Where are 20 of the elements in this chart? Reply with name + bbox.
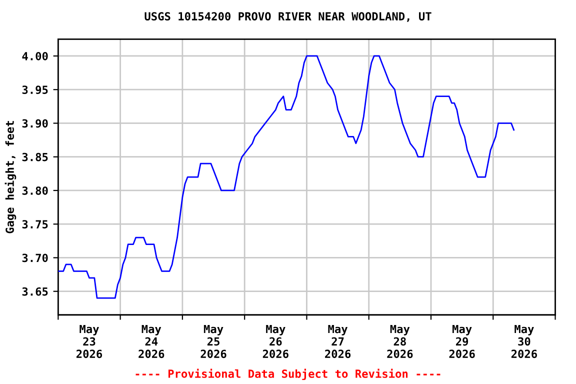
chart-title: USGS 10154200 PROVO RIVER NEAR WOODLAND, UT [144,12,432,22]
x-tick-label: May 29 2026 [449,324,475,358]
y-tick-label: 3.90 [22,119,48,128]
x-tick-label: May 26 2026 [262,324,288,358]
x-tick-label: May 27 2026 [325,324,351,358]
y-tick-label: 3.95 [22,86,48,94]
text: ---- Provisional Data Subject to Revision ---- [136,368,440,380]
y-tick-label: 3.75 [22,220,48,228]
x-tick-label: May 24 2026 [138,324,164,358]
y-tick-label: 3.70 [22,254,48,262]
y-tick-label: 4.00 [22,52,48,60]
x-tick-label: May 23 2026 [76,324,102,358]
x-tick-label: May 30 2026 [511,324,537,358]
y-axis-title: Gage height, feet [4,121,16,234]
y-tick-label: 3.80 [22,186,48,195]
x-tick-label: May 25 2026 [200,324,226,358]
line-series [58,55,515,299]
y-tick-label: 3.85 [22,152,48,162]
y-tick-label: 3.65 [22,287,48,296]
x-tick-label: May 28 2026 [387,324,413,358]
